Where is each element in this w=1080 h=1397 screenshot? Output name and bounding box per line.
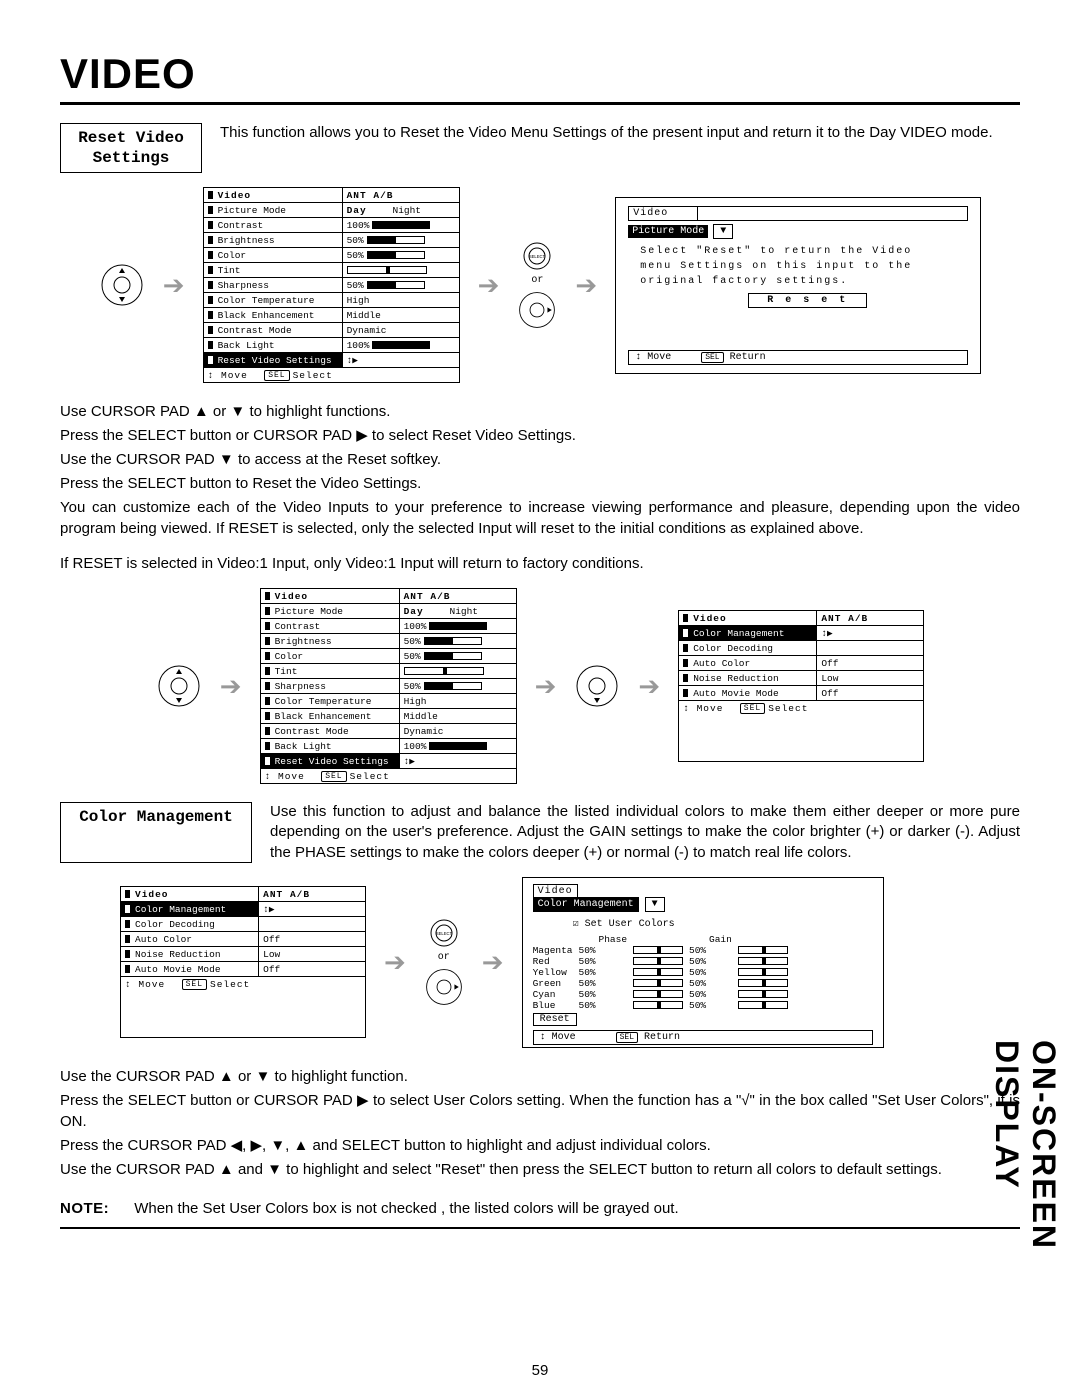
body-text: You can customize each of the Video Inpu…	[60, 497, 1020, 539]
body-text: Press the SELECT button to Reset the Vid…	[60, 473, 1020, 494]
dpad-right-icon	[517, 290, 557, 330]
or-label: or	[531, 275, 543, 286]
label-text: Settings	[93, 149, 170, 167]
body-text: If RESET is selected in Video:1 Input, o…	[60, 553, 1020, 574]
user-colors-osd: Video Color Management ▼ ☑ Set User Colo…	[522, 877, 884, 1048]
set-user-colors-checkbox[interactable]: ☑ Set User Colors	[573, 918, 873, 930]
body-text: Press the SELECT button or CURSOR PAD ▶ …	[60, 425, 1020, 446]
arrow-icon: ➔	[380, 947, 410, 978]
side-label: ON-SCREEN DISPLAY	[988, 1040, 1062, 1397]
svg-text:SELECT: SELECT	[529, 254, 546, 259]
foot-move: ↕ Move	[635, 352, 671, 363]
popup-header-video: Video	[629, 207, 698, 220]
cm-selected: Color Management	[533, 897, 639, 912]
svg-text:SELECT: SELECT	[436, 931, 453, 936]
foot-move: ↕ Move	[540, 1032, 576, 1043]
arrow-icon: ➔	[571, 270, 601, 301]
body-text: Use CURSOR PAD ▲ or ▼ to highlight funct…	[60, 401, 1020, 422]
color-mgmt-osd: VideoANT A/BColor Management↕▶Color Deco…	[678, 610, 924, 762]
popup-msg: Select "Reset" to return the Video	[640, 244, 968, 259]
select-or-right-group: SELECT or	[517, 241, 557, 330]
dpad-right-icon	[424, 967, 464, 1007]
foot-return: SEL Return	[616, 1032, 680, 1043]
video-menu-osd: VideoANT A/BPicture ModeDay NightContras…	[203, 187, 460, 383]
note-line: NOTE: When the Set User Colors box is no…	[60, 1200, 1020, 1217]
body-text: Press the CURSOR PAD ◀, ▶, ▼, ▲ and SELE…	[60, 1135, 1020, 1156]
arrow-icon: ➔	[634, 671, 664, 702]
colors-table: PhaseGainMagenta50%50%Red50%50%Yellow50%…	[533, 934, 794, 1011]
page-title: VIDEO	[60, 50, 1020, 98]
reset-button[interactable]: R e s e t	[748, 293, 867, 308]
note-label: NOTE:	[60, 1200, 109, 1217]
reset-row[interactable]: Reset	[533, 1013, 577, 1026]
foot-return: SEL Return	[701, 352, 765, 363]
diagram-row-3: VideoANT A/BColor Management↕▶Color Deco…	[120, 877, 1020, 1048]
diagram-row-1: ➔ VideoANT A/BPicture ModeDay NightContr…	[60, 187, 1020, 383]
note-text: When the Set User Colors box is not chec…	[134, 1200, 678, 1217]
picture-mode-selected: Picture Mode	[628, 225, 708, 238]
reset-video-settings-desc: This function allows you to Reset the Vi…	[220, 123, 1020, 173]
reset-popup-osd: Video Picture Mode ▼ Select "Reset" to r…	[615, 197, 981, 374]
color-management-desc: Use this function to adjust and balance …	[270, 802, 1020, 863]
arrow-icon: ➔	[478, 947, 508, 978]
select-or-right-group: SELECT or	[424, 918, 464, 1007]
dpad-down-icon	[574, 663, 620, 709]
color-mgmt-osd: VideoANT A/BColor Management↕▶Color Deco…	[120, 886, 366, 1038]
bottom-rule	[60, 1227, 1020, 1229]
select-button-icon: SELECT	[522, 241, 552, 271]
arrow-icon: ➔	[216, 671, 246, 702]
body-text: Use the CURSOR PAD ▲ or ▼ to highlight f…	[60, 1066, 1020, 1087]
body-text: Use the CURSOR PAD ▲ and ▼ to highlight …	[60, 1159, 1020, 1180]
or-label: or	[438, 952, 450, 963]
popup-msg: menu Settings on this input to the	[640, 259, 968, 274]
color-management-label: Color Management	[60, 802, 252, 863]
dpad-updown-icon	[156, 663, 202, 709]
body-text: Press the SELECT button or CURSOR PAD ▶ …	[60, 1090, 1020, 1132]
select-button-icon: SELECT	[429, 918, 459, 948]
page-number: 59	[0, 1362, 1080, 1379]
popup-msg: original factory settings.	[640, 274, 968, 289]
label-text: Reset Video	[78, 129, 184, 147]
arrow-icon: ➔	[474, 270, 504, 301]
reset-video-settings-label: Reset Video Settings	[60, 123, 202, 173]
arrow-icon: ➔	[531, 671, 561, 702]
diagram-row-2: ➔ VideoANT A/BPicture ModeDay NightContr…	[60, 588, 1020, 784]
video-menu-osd: VideoANT A/BPicture ModeDay NightContras…	[260, 588, 517, 784]
arrow-icon: ➔	[159, 270, 189, 301]
title-rule	[60, 102, 1020, 105]
dpad-updown-icon	[99, 262, 145, 308]
body-text: Use the CURSOR PAD ▼ to access at the Re…	[60, 449, 1020, 470]
